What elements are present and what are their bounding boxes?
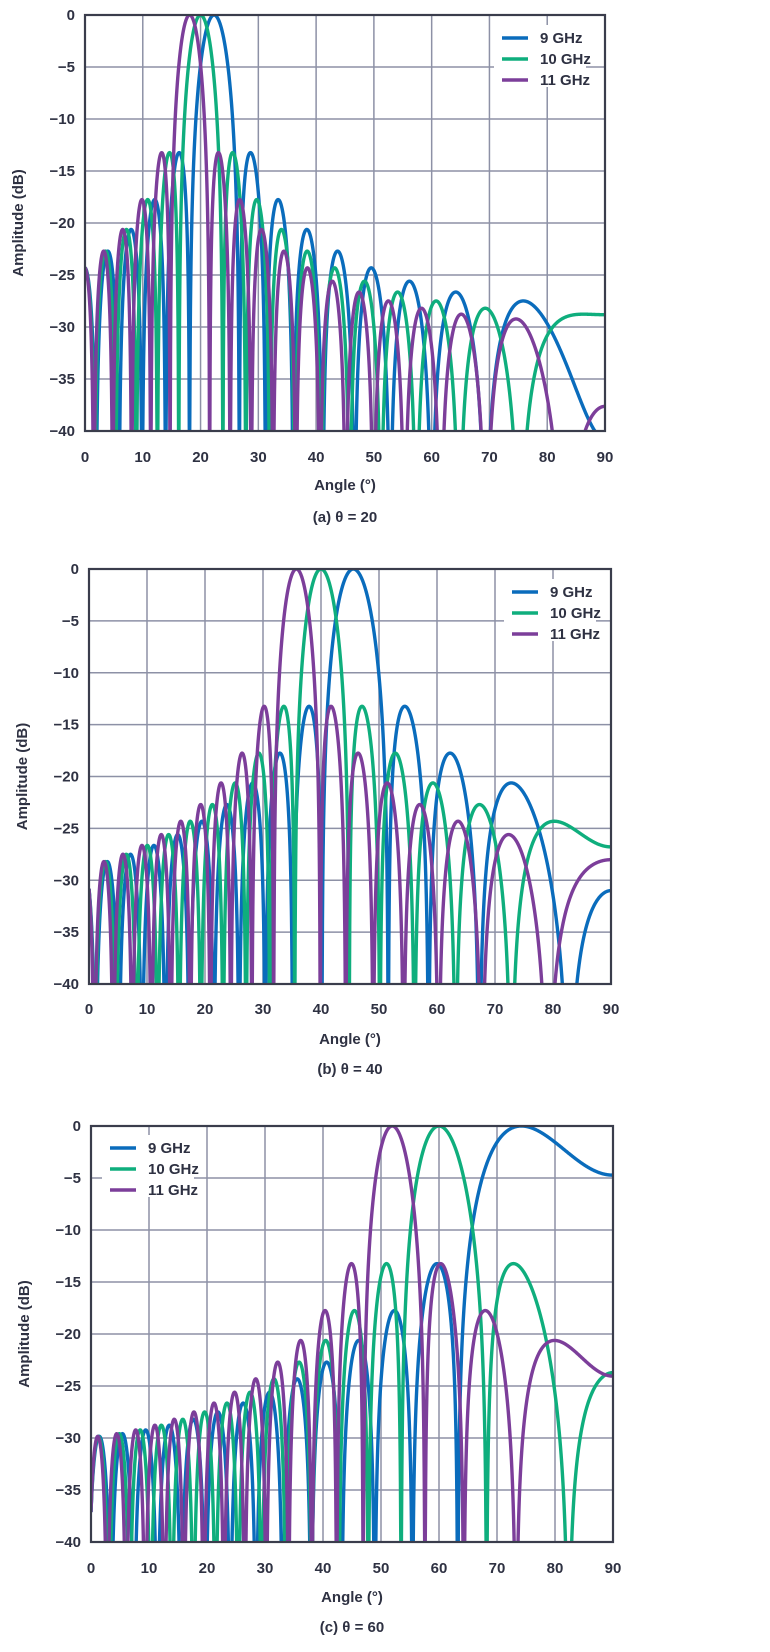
y-tick-label: −10	[54, 665, 79, 682]
y-tick-label: −5	[58, 59, 75, 76]
legend-label: 10 GHz	[148, 1161, 199, 1178]
legend-label: 9 GHz	[540, 30, 583, 47]
x-axis-label: Angle (°)	[319, 1031, 381, 1048]
y-axis-label: Amplitude (dB)	[10, 169, 27, 276]
y-tick-label: −25	[50, 267, 75, 284]
legend-label: 9 GHz	[550, 584, 593, 601]
x-tick-label: 20	[197, 1001, 214, 1018]
y-tick-label: −25	[54, 820, 79, 837]
x-tick-label: 0	[81, 449, 89, 466]
plot-frame	[87, 567, 613, 986]
x-tick-label: 90	[605, 1560, 622, 1577]
panel-c: 9 GHz 10 GHz 11 GHz 0 10 20 30 40 50 60 70 80 90 0 −5 −…	[16, 1118, 621, 1636]
x-tick-label: 40	[315, 1560, 332, 1577]
series-line-11ghz	[89, 569, 611, 984]
x-tick-label: 10	[141, 1560, 158, 1577]
x-tick-label: 80	[547, 1560, 564, 1577]
x-tick-label: 20	[199, 1560, 216, 1577]
x-tick-label: 60	[423, 449, 440, 466]
y-tick-label: −40	[54, 976, 79, 993]
panel-caption: (c) θ = 60	[320, 1619, 384, 1636]
legend-label: 10 GHz	[540, 51, 591, 68]
y-tick-label: −25	[56, 1378, 81, 1395]
y-tick-label: 0	[73, 1118, 81, 1135]
x-tick-label: 60	[429, 1001, 446, 1018]
x-tick-label: 80	[539, 449, 556, 466]
legend-background	[504, 579, 596, 641]
panel-caption: (a) θ = 20	[313, 509, 377, 526]
y-tick-label: −30	[54, 872, 79, 889]
legend-background	[494, 25, 586, 87]
panel-a: 9 GHz 10 GHz 11 GHz 0 10 20 30 40 50 60 70 80 90 0 −5 −…	[10, 7, 613, 526]
x-tick-label: 50	[373, 1560, 390, 1577]
x-tick-label: 70	[489, 1560, 506, 1577]
y-tick-label: −30	[56, 1430, 81, 1447]
y-tick-label: −20	[54, 769, 79, 786]
x-tick-label: 60	[431, 1560, 448, 1577]
y-tick-label: −5	[64, 1170, 81, 1187]
x-tick-label: 30	[250, 449, 267, 466]
panel-b: 9 GHz 10 GHz 11 GHz 0 10 20 30 40 50 60 70 80 90 0 −5 −…	[14, 561, 619, 1078]
y-tick-label: −35	[56, 1482, 81, 1499]
x-tick-label: 90	[603, 1001, 620, 1018]
legend-label: 11 GHz	[148, 1182, 198, 1199]
y-tick-label: −10	[50, 111, 75, 128]
y-tick-label: −15	[56, 1274, 81, 1291]
y-tick-label: −40	[50, 423, 75, 440]
x-tick-label: 10	[134, 449, 151, 466]
legend-label: 11 GHz	[550, 626, 600, 643]
x-tick-label: 30	[255, 1001, 272, 1018]
series-line-11ghz	[85, 15, 605, 431]
x-tick-label: 40	[313, 1001, 330, 1018]
y-tick-label: −10	[56, 1222, 81, 1239]
legend-label: 10 GHz	[550, 605, 601, 622]
legend-label: 11 GHz	[540, 72, 590, 89]
x-tick-label: 30	[257, 1560, 274, 1577]
x-axis-label: Angle (°)	[321, 1589, 383, 1606]
y-tick-label: −40	[56, 1534, 81, 1551]
x-tick-label: 80	[545, 1001, 562, 1018]
series-line-11ghz	[91, 1126, 613, 1542]
y-tick-label: 0	[67, 7, 75, 24]
y-tick-label: −35	[50, 371, 75, 388]
panel-caption: (b) θ = 40	[317, 1061, 382, 1078]
y-axis-label: Amplitude (dB)	[16, 1280, 33, 1387]
y-tick-label: 0	[71, 561, 79, 578]
legend-background	[102, 1135, 194, 1197]
x-tick-label: 70	[487, 1001, 504, 1018]
plot-frame	[89, 1124, 615, 1544]
x-tick-label: 50	[366, 449, 383, 466]
y-axis-label: Amplitude (dB)	[14, 723, 31, 830]
x-tick-label: 90	[597, 449, 614, 466]
y-tick-label: −35	[54, 924, 79, 941]
series-line-10ghz	[89, 569, 611, 984]
plot-frame	[83, 13, 607, 433]
x-tick-label: 70	[481, 449, 498, 466]
legend-label: 9 GHz	[148, 1140, 191, 1157]
x-axis-label: Angle (°)	[314, 477, 376, 494]
y-tick-label: −5	[62, 613, 79, 630]
x-tick-label: 10	[139, 1001, 156, 1018]
series-line-10ghz	[85, 15, 605, 431]
y-tick-label: −15	[50, 163, 75, 180]
x-tick-label: 40	[308, 449, 325, 466]
y-tick-label: −20	[56, 1326, 81, 1343]
y-tick-label: −15	[54, 717, 79, 734]
y-tick-label: −20	[50, 215, 75, 232]
x-tick-label: 0	[87, 1560, 95, 1577]
x-tick-label: 0	[85, 1001, 93, 1018]
x-tick-label: 50	[371, 1001, 388, 1018]
y-tick-label: −30	[50, 319, 75, 336]
x-tick-label: 20	[192, 449, 209, 466]
